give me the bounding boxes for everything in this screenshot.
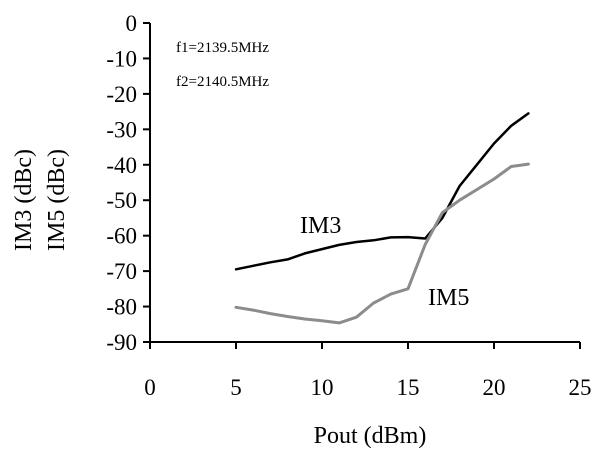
x-tick-label: 5 xyxy=(230,375,242,400)
y-tick-label: -60 xyxy=(106,224,137,249)
y-tick-label: -30 xyxy=(106,117,137,142)
annotation-f2: f2=2140.5MHz xyxy=(176,74,269,90)
x-axis-ticks: 0 5 10 15 20 25 xyxy=(144,342,592,400)
x-tick-label: 25 xyxy=(569,375,592,400)
x-tick-label: 0 xyxy=(144,375,156,400)
series-label-im5: IM5 xyxy=(428,285,469,311)
x-axis-title: Pout (dBm) xyxy=(314,423,427,449)
series-layer xyxy=(234,112,530,325)
y-tick-label: 0 xyxy=(126,11,138,36)
y-tick-label: -80 xyxy=(106,295,137,320)
annotation-f1: f1=2139.5MHz xyxy=(176,40,269,56)
y-tick-label: -70 xyxy=(106,259,137,284)
plot-area xyxy=(149,23,580,343)
y-axis-title-im3: IM3 (dBc) xyxy=(11,149,37,251)
y-tick-label: -50 xyxy=(106,188,137,213)
x-tick-label: 15 xyxy=(397,375,420,400)
series-label-im3: IM3 xyxy=(300,213,341,239)
y-tick-label: -90 xyxy=(106,330,137,355)
y-tick-label: -40 xyxy=(106,153,137,178)
x-tick-label: 20 xyxy=(483,375,506,400)
y-axis-title-im5: IM5 (dBc) xyxy=(44,149,70,251)
y-tick-label: -10 xyxy=(106,46,137,71)
y-axis-ticks: 0 -10 -20 -30 -40 -50 -60 -70 -80 -90 xyxy=(106,11,150,355)
y-tick-label: -20 xyxy=(106,82,137,107)
x-tick-label: 10 xyxy=(311,375,334,400)
series-line-im5 xyxy=(234,162,530,325)
series-line-im3 xyxy=(234,112,530,271)
